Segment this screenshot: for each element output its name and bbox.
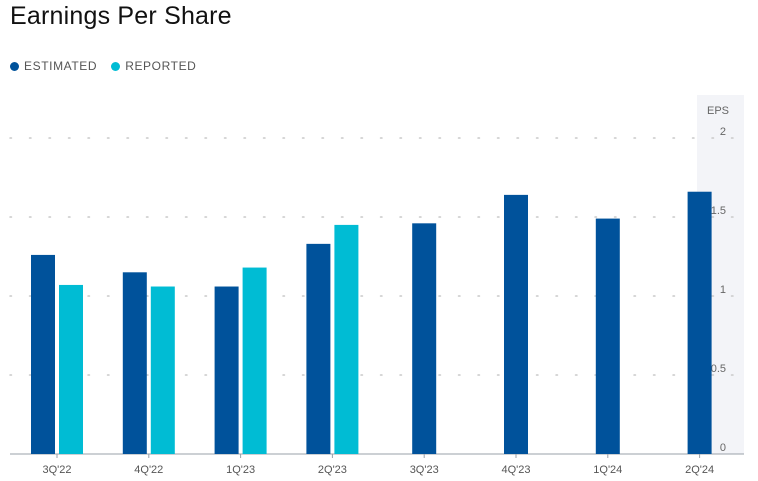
legend-item-reported[interactable]: REPORTED [111,59,196,73]
bar-reported [334,224,359,454]
x-tick-label: 1Q'24 [593,464,622,476]
bar-estimated [412,223,437,454]
x-tick-label: 2Q'23 [318,464,347,476]
chart-title: Earnings Per Share [10,2,232,30]
bar-reported [59,284,83,454]
legend-label-estimated: ESTIMATED [24,59,98,73]
y-tick-label: 1 [720,284,726,296]
legend-dot-estimated-icon [10,61,19,71]
chart-legend: ESTIMATED REPORTED [10,59,210,73]
y-tick-label: 1.5 [711,205,726,217]
bar-estimated [31,254,55,454]
x-tick-label: 2Q'24 [685,464,714,476]
x-tick-label: 4Q'23 [501,464,530,476]
bar-reported [242,267,267,454]
bar-estimated [687,191,712,454]
x-tick-label: 3Q'23 [410,464,439,476]
x-tick-label: 1Q'23 [226,464,255,476]
legend-item-estimated[interactable]: ESTIMATED [10,59,97,73]
y-tick-label: 0 [720,442,726,454]
x-tick-label: 4Q'22 [134,464,163,476]
y-tick-label: 2 [720,126,726,138]
bar-estimated [595,218,620,454]
x-tick-label: 3Q'22 [42,464,71,476]
y-tick-label: 0.5 [711,363,726,375]
bar-reported [150,286,175,454]
legend-label-reported: REPORTED [125,59,197,73]
bar-estimated [122,272,147,454]
y-axis-title: EPS [707,105,729,117]
bar-estimated [306,243,331,454]
bar-estimated [504,194,528,454]
bar-estimated [214,286,239,454]
legend-dot-reported-icon [111,61,121,71]
